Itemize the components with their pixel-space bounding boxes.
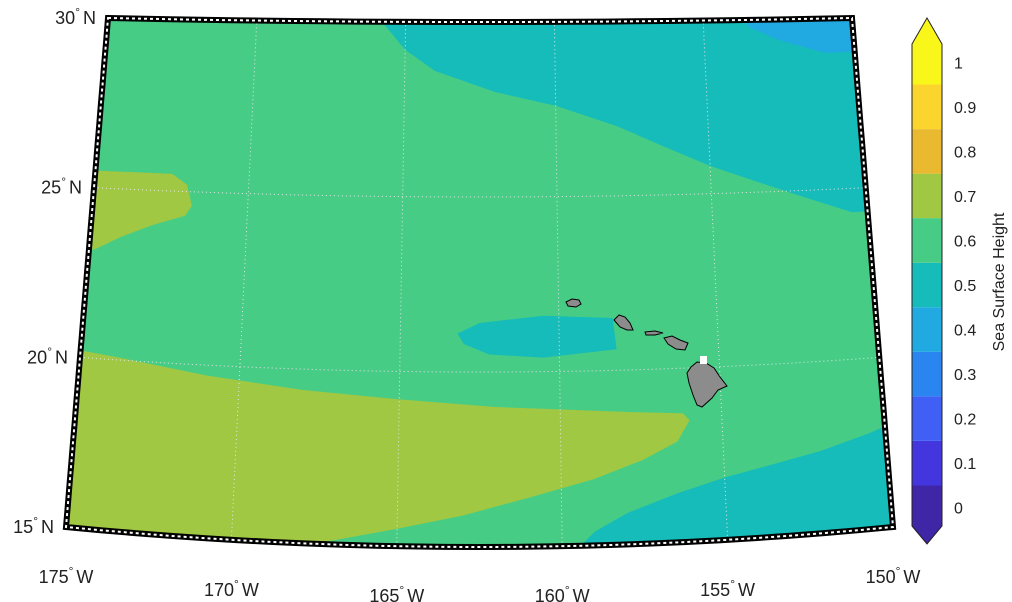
colorbar-tick-label: 0.8 (954, 144, 976, 161)
colorbar-tick-label: 0.4 (954, 323, 976, 340)
latitude-labels: 30° N 25° N 20° N 15° N (13, 5, 96, 537)
ssh-region-south-west-band (66, 344, 690, 547)
colorbar-block-0.5 (912, 262, 942, 308)
colorbar-block-0.4 (912, 307, 942, 352)
longitude-labels: 175° W 170° W 165° W 160° W 155° W 150° W (39, 564, 921, 602)
colorbar-block-1 (912, 18, 942, 85)
hawaiian-islands (565, 298, 728, 408)
island-molokai (644, 330, 664, 336)
colorbar-block-0.9 (912, 84, 942, 130)
lon-label-175: 175° W (39, 564, 94, 587)
lon-label-160: 160° W (535, 583, 590, 602)
colorbar-block-0 (912, 485, 942, 544)
colorbar-tick-label: 0.5 (954, 278, 976, 295)
lon-label-150: 150° W (866, 564, 921, 587)
lon-label-155: 155° W (700, 577, 755, 600)
missing-data-cell (700, 356, 707, 364)
ssh-region-central-lobe (457, 315, 617, 358)
colorbar-block-0.8 (912, 129, 942, 174)
colorbar-title: Sea Surface Height (991, 212, 1008, 351)
map-frame-dashes (64, 16, 895, 549)
colorbar-tick-label: 0.6 (954, 233, 976, 250)
colorbar-tick-label: 0.1 (954, 456, 976, 473)
island-oahu (613, 314, 634, 331)
lat-label-25: 25° N (41, 175, 82, 198)
ssh-region-north-east (376, 18, 893, 213)
ssh-region-north-east-corner (746, 18, 885, 53)
colorbar-tick-label: 1 (954, 55, 963, 72)
lat-label-20: 20° N (27, 344, 68, 367)
colorbar: 0 0.1 0.2 0.3 0.4 0.5 0.6 0.7 0.8 0.9 1 Sea Surfac… (911, 16, 1008, 545)
colorbar-tick-label: 0.3 (954, 367, 976, 384)
lon-label-170: 170° W (204, 577, 259, 600)
colorbar-block-0.7 (912, 173, 942, 219)
island-hawaii (686, 361, 728, 408)
ssh-region-south-east (562, 412, 893, 547)
colorbar-block-0.6 (912, 218, 942, 263)
parallel-line (93, 187, 866, 198)
colorbar-block-0.3 (912, 351, 942, 397)
lat-label-15: 15° N (13, 514, 54, 537)
lon-label-165: 165° W (369, 583, 424, 602)
colorbar-block-0.1 (912, 440, 942, 486)
colorbar-tick-label: 0 (954, 501, 963, 518)
lat-label-30: 30° N (55, 5, 96, 28)
island-maui (663, 335, 689, 351)
colorbar-tick-label: 0.9 (954, 100, 976, 117)
island-kauai (565, 298, 582, 308)
map-area (62, 14, 897, 551)
colorbar-block-0.2 (912, 396, 942, 441)
colorbar-tick-label: 0.2 (954, 412, 976, 429)
colorbar-outline (911, 16, 943, 545)
colorbar-tick-label: 0.7 (954, 189, 976, 206)
parallel-line (79, 356, 880, 373)
